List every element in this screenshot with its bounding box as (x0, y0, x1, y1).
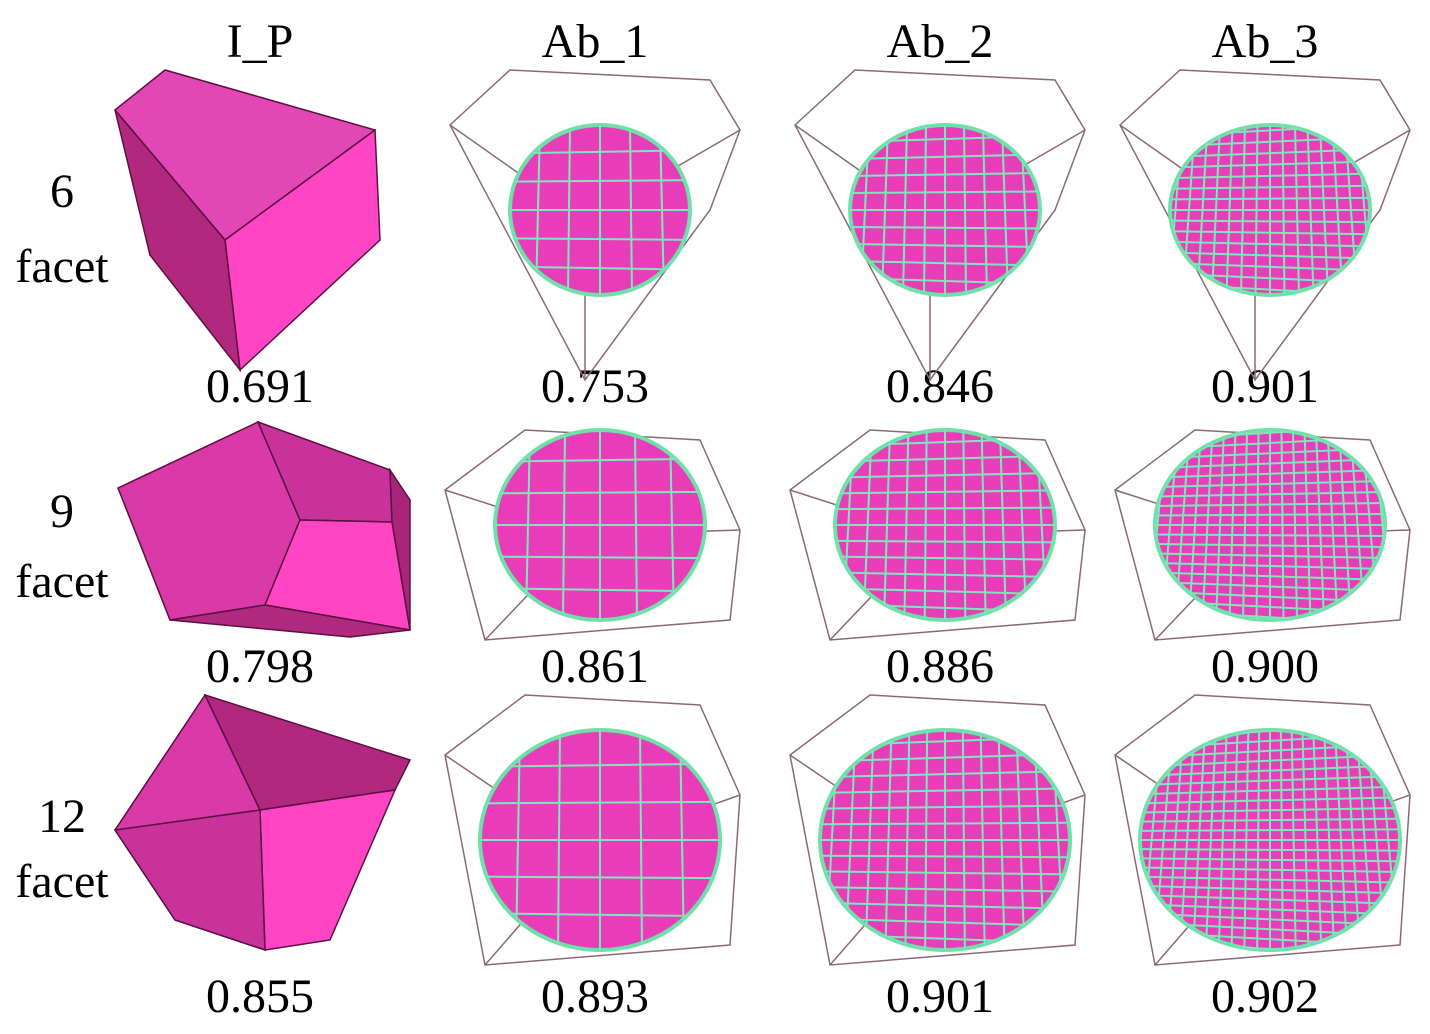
score: 0.886 (886, 640, 994, 693)
score: 0.902 (1211, 970, 1319, 1023)
column-header: Ab_1 (542, 15, 649, 68)
mesh-line (1170, 219, 1370, 224)
mesh-line (820, 870, 1070, 876)
mesh (1155, 430, 1385, 620)
mesh (510, 125, 690, 295)
mesh-line (1323, 730, 1336, 950)
mesh-line (1331, 125, 1344, 295)
mesh-line (1155, 562, 1385, 570)
mesh-line (1001, 125, 1009, 295)
mesh-line (510, 237, 690, 241)
mesh-line (820, 886, 1070, 893)
row-count: 6 (50, 165, 74, 218)
mesh-line (835, 539, 1055, 544)
mesh-line (1301, 730, 1310, 950)
mesh-line (850, 243, 1040, 248)
mesh-line (999, 430, 1007, 620)
mesh (835, 430, 1055, 620)
mesh-line (495, 587, 705, 593)
mesh-line (1015, 730, 1026, 950)
row-count: 12 (38, 790, 86, 843)
mesh-line (1170, 230, 1370, 236)
mesh-line (1140, 848, 1400, 852)
mesh-line (850, 260, 1040, 267)
mesh-line (510, 265, 690, 271)
mesh-line (1319, 125, 1329, 295)
abstracted-shape (1114, 694, 1411, 966)
mesh (495, 430, 705, 620)
abstracted-shape (789, 694, 1086, 966)
mesh-line (1170, 262, 1370, 272)
mesh-line (629, 125, 633, 295)
column-header: Ab_3 (1212, 15, 1319, 68)
score: 0.846 (886, 360, 994, 413)
mesh-line (1140, 875, 1400, 884)
mesh-line (1170, 251, 1370, 260)
mesh-line (1155, 581, 1385, 592)
mesh-line (659, 125, 665, 295)
mesh-line (961, 730, 966, 950)
column-header: Ab_2 (887, 15, 994, 68)
score: 0.893 (541, 970, 649, 1023)
mesh-line (835, 587, 1055, 596)
mesh-line (850, 226, 1040, 230)
score: 0.861 (541, 640, 649, 693)
mesh-line (1140, 866, 1400, 873)
mesh-line (639, 730, 643, 950)
mesh-line (820, 854, 1070, 859)
mesh-line (820, 901, 1070, 910)
polytope-9 (117, 420, 411, 638)
mesh-line (1140, 857, 1400, 863)
abstracted-shape (794, 69, 1086, 382)
mesh-line (980, 430, 987, 620)
abstracted-shape (449, 69, 741, 382)
mesh-line (634, 430, 638, 620)
abstracted-shape (1114, 428, 1411, 641)
mesh-line (1338, 430, 1352, 620)
mesh-line (669, 430, 675, 620)
mesh-line (1155, 571, 1385, 581)
mesh-line (480, 875, 720, 880)
mesh-line (835, 555, 1055, 561)
polytope-6 (113, 69, 381, 373)
mesh-line (982, 125, 988, 295)
abstracted-shape (1119, 69, 1411, 382)
mesh-line (1170, 240, 1370, 248)
mesh-line (962, 430, 967, 620)
mesh-line (1294, 125, 1300, 295)
mesh-line (1290, 730, 1297, 950)
mesh-line (979, 730, 986, 950)
score: 0.901 (886, 970, 994, 1023)
mesh-line (835, 571, 1055, 578)
mesh-line (679, 730, 685, 950)
mesh-line (1140, 903, 1400, 916)
abstracted-shape (444, 694, 741, 966)
abstracted-shape (789, 428, 1086, 641)
column-header: I_P (227, 15, 294, 68)
score: 0.753 (541, 360, 649, 413)
mesh-line (1306, 125, 1315, 295)
mesh-line (1312, 730, 1323, 950)
mesh-line (1280, 430, 1285, 620)
score: 0.855 (206, 970, 314, 1023)
mesh-line (963, 125, 967, 295)
row-count: 9 (50, 485, 74, 538)
row-unit: facet (15, 240, 109, 293)
mesh-line (1017, 430, 1028, 620)
score: 0.901 (1211, 360, 1319, 413)
polytope-12 (113, 693, 412, 952)
mesh (480, 730, 720, 950)
mesh-line (1279, 730, 1284, 950)
abstracted-shape (444, 428, 741, 641)
mesh-line (495, 555, 705, 560)
mesh-line (480, 912, 720, 918)
score: 0.900 (1211, 640, 1319, 693)
score: 0.798 (206, 640, 314, 693)
row-unit: facet (15, 855, 109, 908)
score: 0.691 (206, 360, 314, 413)
mesh-line (997, 730, 1006, 950)
mesh (1140, 730, 1400, 950)
row-unit: facet (15, 555, 109, 608)
